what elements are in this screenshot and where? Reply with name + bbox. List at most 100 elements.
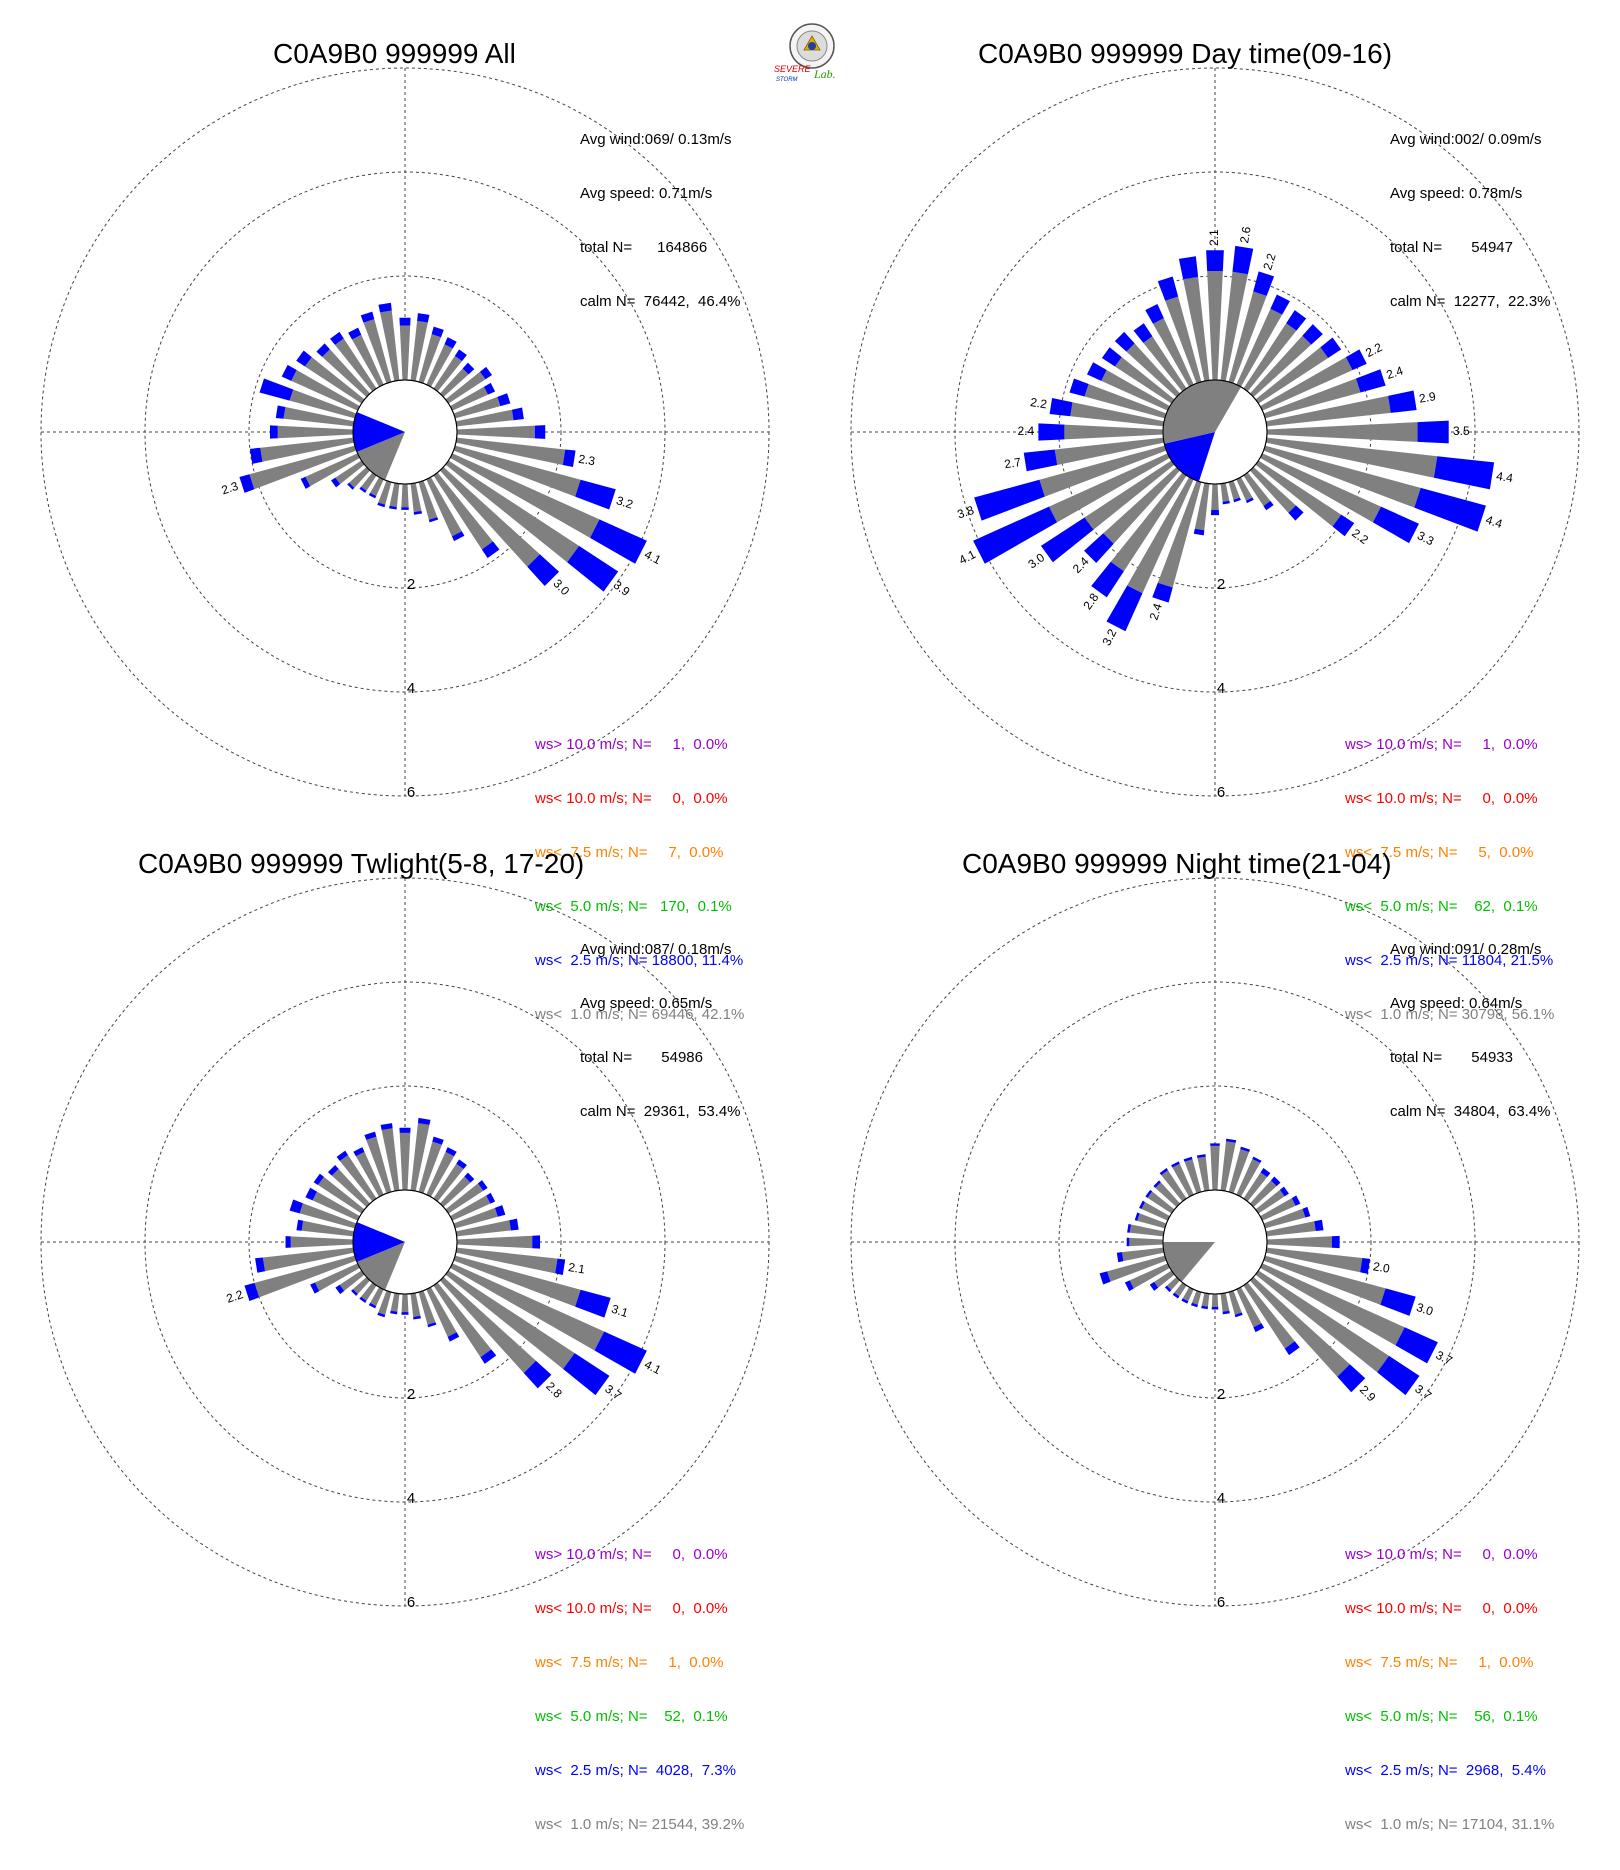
bar-segment-lt25 [974,479,1045,521]
bar-segment-lt25 [1377,1355,1420,1396]
bar-segment-lt25 [527,554,560,587]
bar-segment-lt1 [399,1132,411,1191]
bar-segment-lt1 [418,1290,436,1325]
bar-segment-lt1 [304,357,365,404]
bar-value-label: 2.3 [577,452,596,468]
legend-entry-lt25: ws< 2.5 m/s; N= 2968, 5.4% [1345,1762,1546,1779]
bar-value-label: 2.2 [1260,251,1279,272]
bar-segment-lt25 [1225,1138,1237,1143]
bar-segment-lt1 [1211,1293,1219,1307]
bar-segment-lt1 [1166,1276,1181,1291]
chart-title: C0A9B0 999999 Day time(09-16) [978,38,1393,69]
legend: ws> 10.0 m/s; N= 1, 0.0% ws< 10.0 m/s; N… [535,700,744,1060]
legend-entry-lt5: ws< 5.0 m/s; N= 170, 0.1% [535,898,732,915]
bar-segment-lt1 [1103,466,1181,544]
bar-segment-lt1 [1263,1255,1386,1305]
bar-segment-lt25 [1395,1327,1438,1364]
bar-value-label: 3.0 [1025,550,1047,571]
legend-entry-lt75: ws< 7.5 m/s; N= 5, 0.0% [1345,844,1534,861]
bar-segment-lt25 [1288,505,1304,521]
bar-segment-lt1 [1255,1189,1285,1214]
calm-slice-lt25 [1164,432,1215,482]
bar-segment-lt25 [1069,378,1089,397]
bar-segment-lt1 [1129,1237,1164,1247]
bar-segment-lt1 [378,1290,392,1315]
bar-segment-lt25 [269,425,278,439]
bar-segment-lt25 [1433,456,1495,490]
bar-segment-lt1 [455,437,566,465]
legend-entry-lt10: ws< 10.0 m/s; N= 0, 0.0% [535,1600,728,1617]
bar-segment-lt25 [1291,1195,1301,1206]
bar-segment-lt25 [447,1332,460,1342]
bar-segment-lt1 [1197,1156,1210,1192]
bar-segment-lt1 [401,483,409,508]
bar-segment-lt1 [1236,308,1283,387]
bar-segment-lt1 [1243,472,1271,506]
chart-title: C0A9B0 999999 Twlight(5-8, 17-20) [138,848,585,879]
ring-label: 2 [407,576,415,593]
bar-segment-lt25 [427,1322,437,1328]
bar-segment-lt25 [1172,1292,1180,1299]
bar-value-label: 2.2 [1029,395,1048,411]
legend-entry-gt10: ws> 10.0 m/s; N= 0, 0.0% [535,1546,728,1563]
ring-label: 4 [407,1490,415,1507]
bar-segment-lt1 [1249,1180,1277,1208]
bar-segment-lt25 [1086,362,1107,381]
bar-segment-lt25 [1106,585,1143,632]
bar-segment-lt25 [1302,1206,1311,1218]
bar-value-label: 2.4 [1385,363,1406,382]
bar-segment-lt1 [291,370,360,411]
bar-segment-lt1 [1260,453,1381,523]
bar-segment-lt25 [1193,528,1205,536]
legend-entry-lt10: ws< 10.0 m/s; N= 0, 0.0% [1345,790,1538,807]
bar-segment-lt25 [494,1205,506,1217]
bar-segment-lt1 [1263,378,1361,419]
calm-slice-lt1 [1163,1242,1215,1282]
bar-segment-lt1 [312,1191,360,1221]
bar-segment-lt1 [1260,1263,1405,1346]
bar-segment-lt1 [1070,402,1165,427]
bar-value-label: 3.8 [956,503,977,522]
stat-avg-speed: Avg speed: 0.78m/s [1390,185,1523,202]
bar-segment-lt25 [368,1302,377,1309]
bar-segment-lt1 [283,407,355,427]
bar-segment-lt1 [1039,445,1167,497]
bar-value-label: 2.4 [1146,601,1165,622]
bar-segment-lt25 [1270,1176,1281,1187]
bar-segment-lt25 [1157,276,1179,301]
legend-entry-gt10: ws> 10.0 m/s; N= 0, 0.0% [1345,1546,1538,1563]
bar-segment-lt1 [299,1203,357,1229]
bar-segment-lt25 [330,331,344,345]
bar-value-label: 2.1 [1207,229,1221,246]
bar-segment-lt1 [455,409,514,427]
bar-segment-lt25 [1171,1161,1180,1168]
bar-segment-lt1 [1220,1141,1236,1192]
bar-segment-lt25 [399,317,411,326]
bar-segment-lt25 [401,1312,409,1315]
bar-segment-lt25 [1153,1180,1161,1188]
bar-value-label: 2.0 [1372,1259,1391,1275]
bar-segment-lt1 [389,482,400,507]
bar-segment-lt1 [418,334,441,384]
bar-segment-lt1 [1207,270,1223,381]
bar-segment-lt25 [1234,1312,1243,1318]
bar-value-label: 2.4 [1018,424,1035,438]
bar-segment-lt1 [390,1292,400,1312]
legend-entry-gt10: ws> 10.0 m/s; N= 1, 0.0% [1345,736,1538,753]
bar-segment-lt25 [348,327,362,340]
bar-segment-lt1 [1143,336,1187,392]
legend-entry-lt1: ws< 1.0 m/s; N= 69446, 42.1% [535,1006,745,1023]
rose-panel-twilight: C0A9B0 999999 Twlight(5-8, 17-20) 2 4 6 2.1… [0,810,810,1833]
stat-calm-n: calm N= 12277, 22.3% [1390,293,1551,310]
legend-entry-lt25: ws< 2.5 m/s; N= 4028, 7.3% [535,1762,736,1779]
bar-segment-lt1 [1260,357,1353,411]
bar-segment-lt25 [316,343,330,357]
bar-segment-lt1 [410,1292,421,1317]
bar-segment-lt1 [1255,347,1329,404]
bar-segment-lt1 [1165,296,1202,384]
bar-segment-lt1 [339,1270,365,1291]
stat-avg-wind: Avg wind:087/ 0.18m/s [580,941,732,958]
bar-segment-lt1 [433,1163,464,1202]
